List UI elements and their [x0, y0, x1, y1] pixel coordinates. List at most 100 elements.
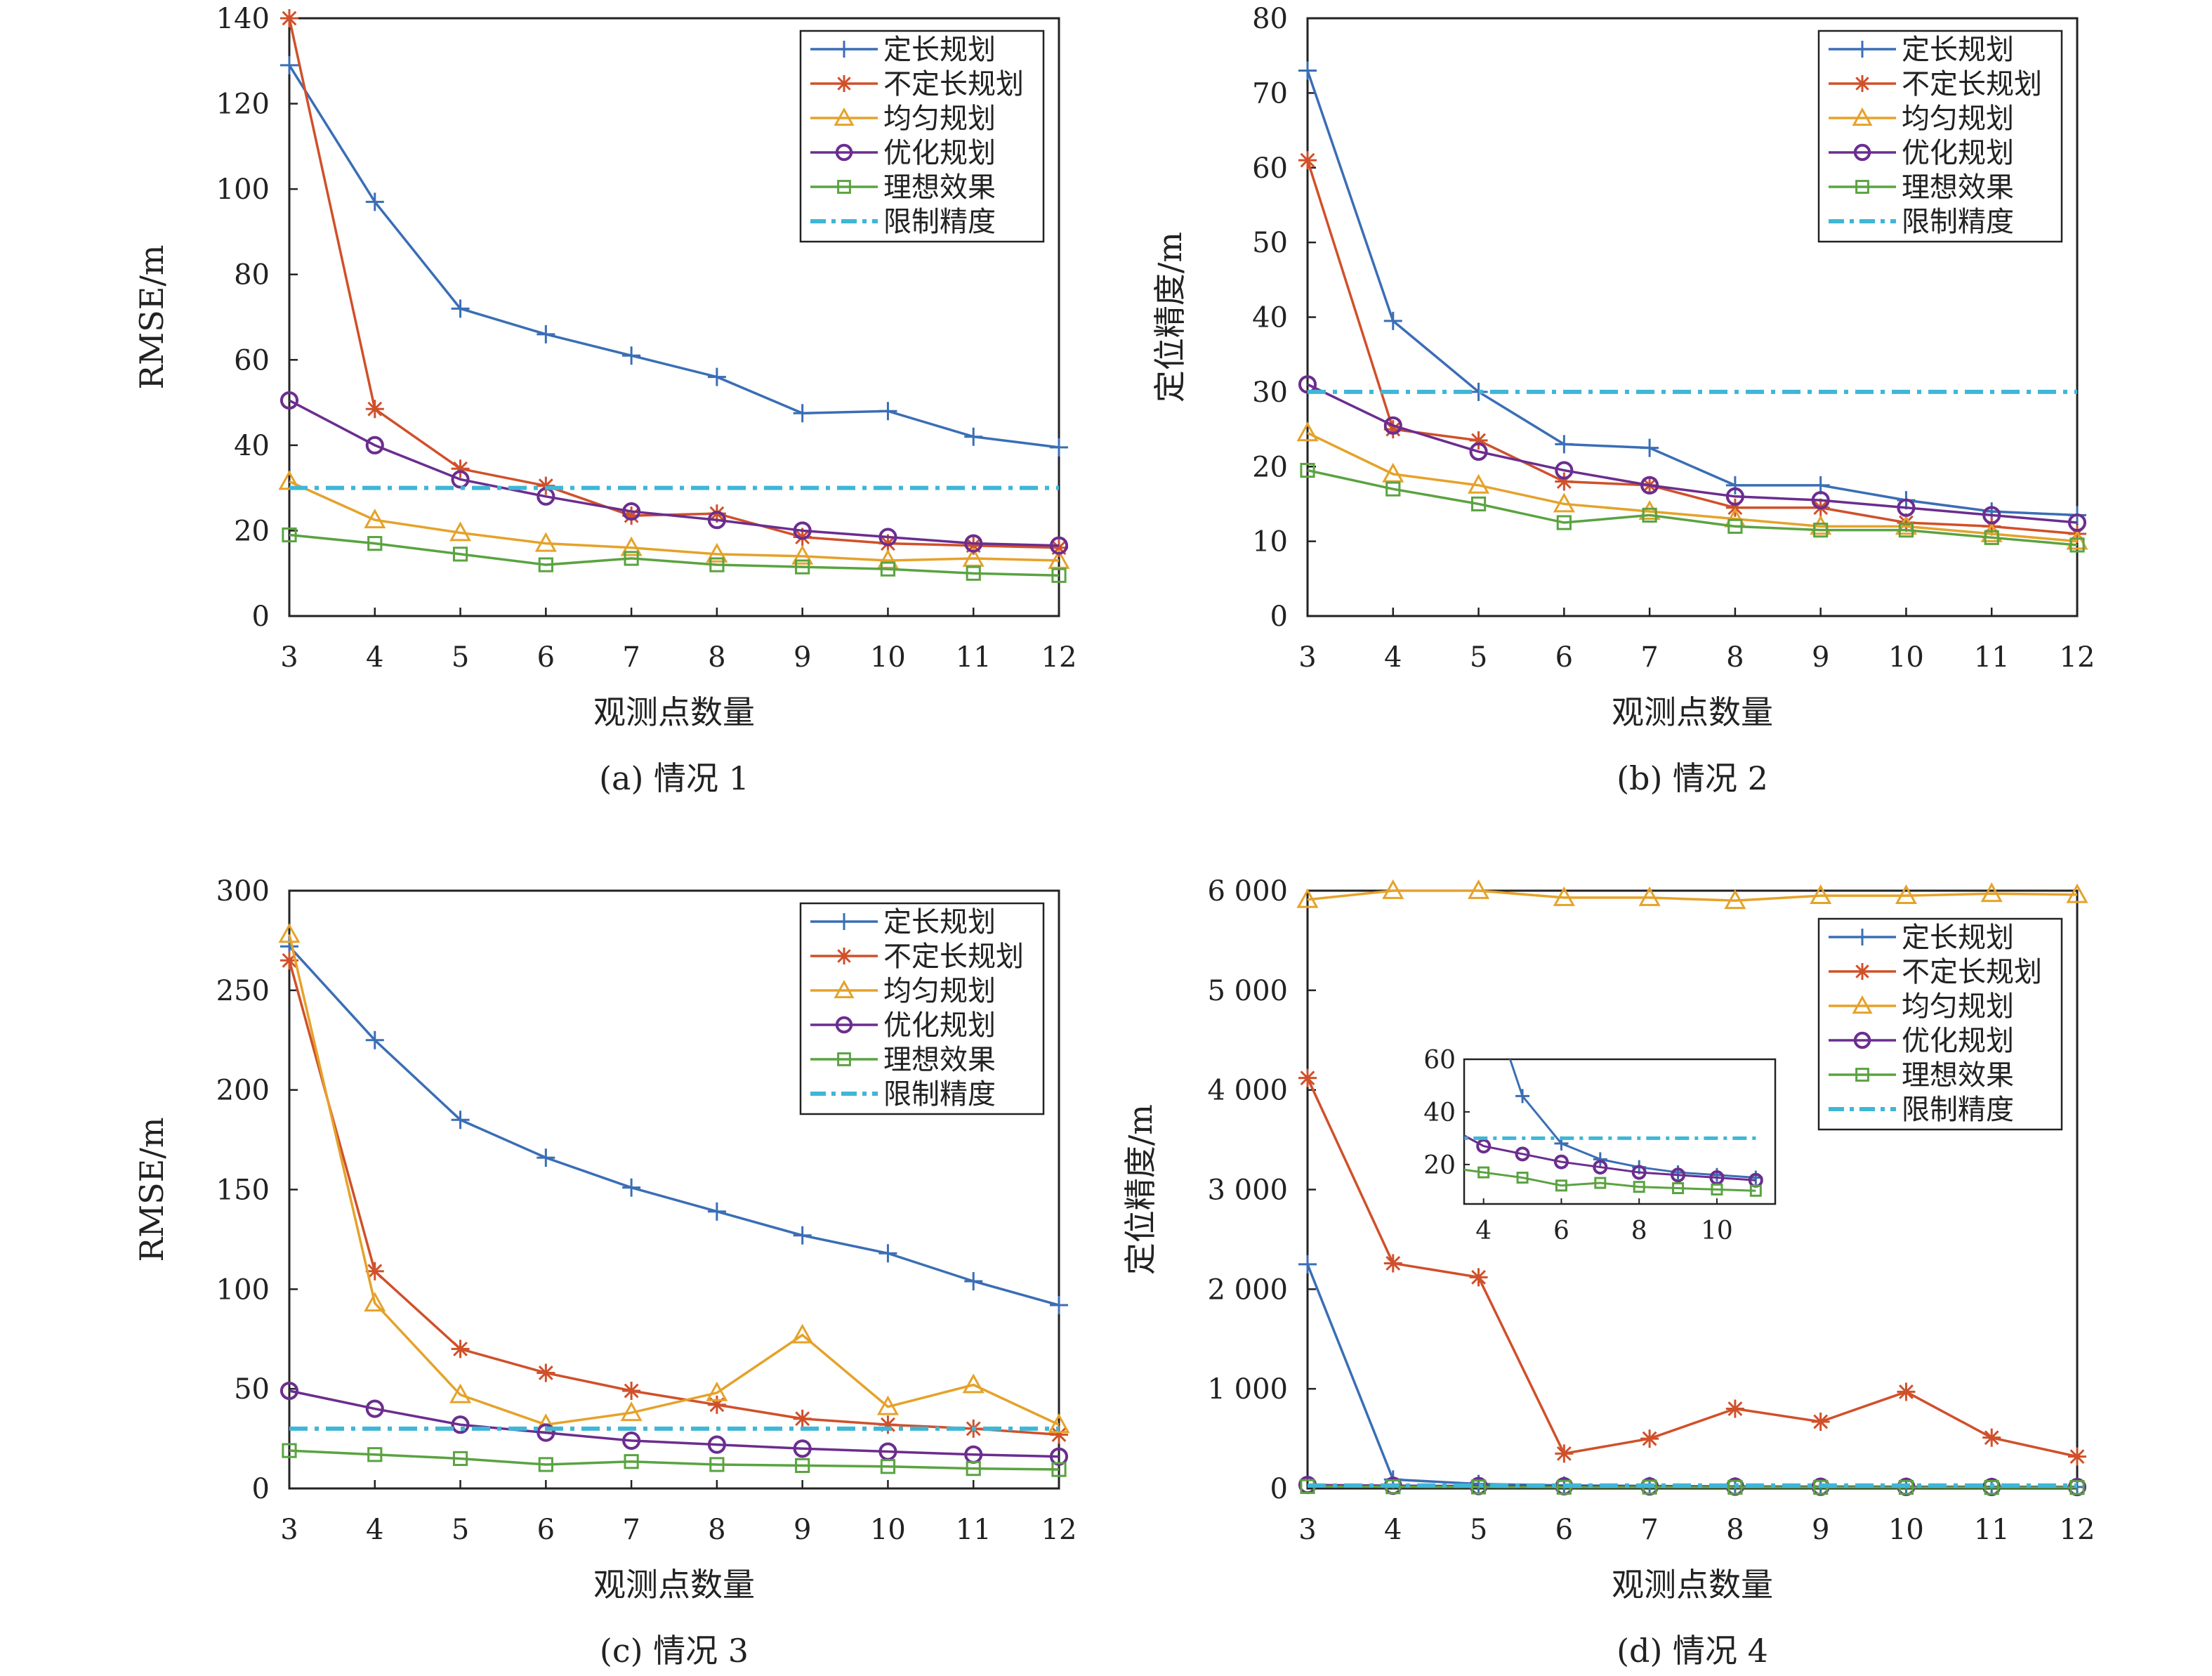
- y-tick-label: 20: [1252, 451, 1288, 483]
- x-tick-label: 5: [452, 641, 469, 674]
- data-point-ideal: [538, 557, 553, 572]
- data-point-ideal: [1300, 462, 1315, 478]
- legend-marker-optimized: [835, 143, 853, 162]
- legend-label-uniform: 均匀规划: [1902, 990, 2014, 1023]
- y-axis-title: RMSE/m: [133, 1118, 171, 1262]
- series-line-variable: [1306, 159, 2078, 535]
- data-point-fixed: [964, 427, 983, 446]
- legend-marker-ideal: [1855, 180, 1869, 194]
- y-axis-title: 定位精度/m: [1121, 1104, 1159, 1275]
- x-tick-label: 9: [794, 641, 811, 674]
- data-point-variable: [2068, 1447, 2086, 1466]
- panel-caption: (d) 情况 4: [1617, 1632, 1768, 1670]
- data-point-variable: [1555, 472, 1574, 491]
- data-point-ideal: [452, 1451, 468, 1467]
- data-point-fixed: [707, 1202, 726, 1221]
- inset-y-tick-label: 40: [1423, 1099, 1456, 1127]
- legend-label-uniform: 均匀规划: [883, 103, 996, 135]
- data-point-optimized: [1555, 461, 1574, 480]
- data-point-optimized: [1640, 476, 1659, 495]
- chart-panel-2: 3 4 5 6 7 8 9 10 11 12 0 10 20 30 40 50 60 70 80 观测点数量 定位精度/…: [1151, 3, 2095, 797]
- data-point-optimized: [279, 1381, 299, 1401]
- legend-label-fixed: 定长规划: [1902, 922, 2014, 954]
- series-line-fixed: [1306, 1264, 2078, 1488]
- x-tick-label: 8: [1726, 1514, 1744, 1546]
- data-point-uniform: [1724, 889, 1746, 910]
- x-tick-label: 8: [708, 641, 725, 674]
- x-tick-label: 6: [537, 641, 555, 674]
- legend-marker-ideal: [837, 180, 851, 194]
- plot-frame: [288, 17, 1060, 617]
- y-tick-label: 10: [1252, 526, 1288, 558]
- data-point-ideal: [1898, 523, 1914, 538]
- inset-x-tick-label: 8: [1631, 1217, 1647, 1245]
- y-axis-title: RMSE/m: [133, 245, 171, 390]
- data-point-optimized: [536, 1423, 555, 1442]
- data-point-uniform: [706, 1381, 728, 1401]
- data-point-variable: [1811, 1412, 1830, 1431]
- chart-panel-4: 3 4 5 6 7 8 9 10 11 12 0 1 000 2 000 3 000 4 000 5 000 6…: [1121, 875, 2095, 1670]
- y-tick-label: 50: [1252, 227, 1288, 259]
- y-tick-label: 80: [1252, 3, 1288, 35]
- data-point-ideal: [452, 546, 468, 562]
- data-point-fixed: [1050, 438, 1068, 457]
- legend-marker-uniform: [1852, 995, 1873, 1014]
- data-point-optimized: [279, 391, 299, 410]
- y-tick-label: 0: [1270, 1473, 1288, 1505]
- data-point-variable: [1982, 1428, 2001, 1447]
- legend-marker-fixed: [1854, 41, 1871, 58]
- x-tick-label: 7: [1640, 1514, 1658, 1546]
- inset-data-point-ideal: [1477, 1166, 1490, 1179]
- series-line-optimized: [289, 399, 1060, 547]
- y-tick-label: 0: [1270, 601, 1288, 633]
- data-point-fixed: [1298, 61, 1317, 80]
- data-point-variable: [1050, 538, 1068, 557]
- series-line-optimized: [1307, 383, 2078, 524]
- chart-panel-1: 3 4 5 6 7 8 9 10 11 12020406080100120140观测点数量RMSE…: [133, 3, 1077, 797]
- inset-data-point-ideal: [1633, 1181, 1645, 1193]
- data-point-variable: [1469, 1268, 1488, 1287]
- data-point-variable: [451, 1340, 470, 1359]
- x-tick-label: 10: [870, 641, 906, 674]
- data-point-uniform: [876, 1395, 899, 1415]
- legend-label-optimized: 优化规划: [883, 137, 996, 169]
- x-tick-label: 11: [1974, 1514, 2010, 1546]
- data-point-variable: [1469, 431, 1488, 450]
- x-axis-title: 观测点数量: [1612, 1566, 1773, 1604]
- series-line-uniform: [1307, 889, 2078, 902]
- x-axis-title: 观测点数量: [593, 1566, 755, 1604]
- panel-caption: (b) 情况 2: [1617, 759, 1768, 797]
- x-tick-label: 9: [1812, 1514, 1829, 1546]
- legend-label-variable: 不定长规划: [883, 68, 1024, 100]
- legend-box: [1817, 30, 2063, 243]
- data-point-ideal: [1727, 518, 1743, 534]
- data-point-ideal: [795, 1458, 810, 1473]
- panel-caption: (a) 情况 1: [599, 759, 749, 797]
- data-point-ideal: [538, 1457, 553, 1472]
- legend-marker-uniform: [1852, 107, 1873, 126]
- data-point-fixed: [536, 325, 555, 343]
- y-tick-label: 1 000: [1207, 1373, 1288, 1406]
- x-axis-title: 观测点数量: [1612, 693, 1773, 731]
- data-point-variable: [536, 476, 555, 495]
- inset-data-point-optimized: [1631, 1165, 1647, 1180]
- inset-data-point-optimized: [1593, 1160, 1608, 1175]
- x-tick-label: 5: [1470, 1514, 1487, 1546]
- series-line-fixed: [288, 64, 1060, 449]
- inset-data-point-ideal: [1749, 1184, 1762, 1197]
- x-tick-label: 6: [1555, 1514, 1573, 1546]
- data-point-optimized: [622, 1431, 641, 1450]
- data-point-uniform: [791, 544, 814, 565]
- x-tick-label: 8: [1726, 641, 1744, 674]
- x-tick-label: 7: [622, 1514, 640, 1546]
- data-point-ideal: [624, 551, 639, 566]
- data-point-fixed: [451, 1111, 470, 1130]
- legend-marker-optimized: [1853, 1031, 1871, 1049]
- data-point-variable: [707, 1395, 726, 1414]
- data-point-variable: [280, 9, 298, 27]
- data-point-variable: [878, 1415, 897, 1434]
- data-point-optimized: [878, 528, 897, 546]
- data-point-uniform: [1296, 888, 1319, 908]
